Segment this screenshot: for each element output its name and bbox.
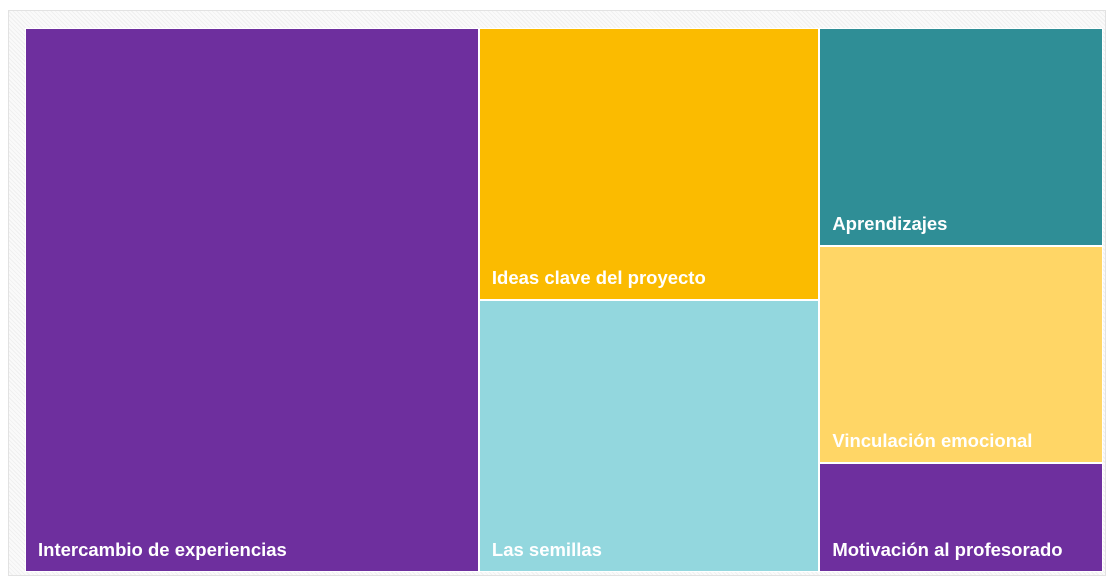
cell-label: Intercambio de experiencias [38, 539, 287, 560]
cell-label: Ideas clave del proyecto [491, 267, 706, 288]
treemap-cell: Aprendizajes [819, 28, 1103, 246]
cell-label: Las semillas [491, 539, 602, 560]
cell-label: Vinculación emocional [832, 430, 1033, 452]
treemap-cell: Intercambio de experiencias [25, 28, 479, 572]
treemap-cell: Vinculación emocional [819, 245, 1103, 464]
cell-label: Motivación al profesorado [832, 538, 1063, 560]
treemap-cell: Ideas clave del proyecto [478, 28, 820, 300]
treemap-cell: Las semillas [478, 300, 820, 572]
treemap-cell: Motivación al profesorado [819, 463, 1103, 572]
treemap: Intercambio de experiencias Ideas clave d… [25, 28, 1103, 572]
cell-label: Aprendizajes [832, 212, 948, 234]
